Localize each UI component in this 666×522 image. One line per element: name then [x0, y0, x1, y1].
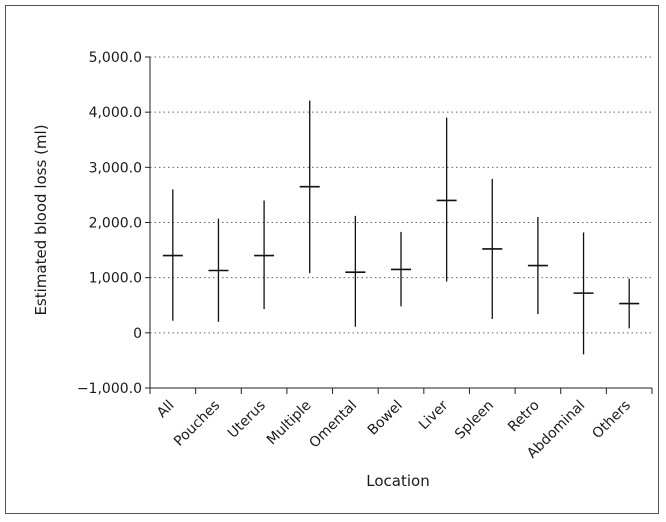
- x-tick-label: Uterus: [225, 398, 269, 442]
- y-tick-label: 2,000.0: [89, 216, 142, 232]
- y-tick-label: 5,000.0: [89, 50, 142, 66]
- x-tick-label: All: [154, 398, 178, 422]
- axes: [149, 57, 652, 389]
- x-tick-label: Liver: [416, 397, 452, 433]
- y-tick-label: 1,000.0: [89, 271, 142, 287]
- y-ticks: −1,000.0 0 1,000.0 2,000.0 3,000.0 4,000.0 5,0…: [77, 50, 150, 397]
- x-tick-label: Omental: [306, 398, 360, 452]
- y-tick-label: 3,000.0: [89, 160, 142, 176]
- error-bars: [162, 100, 640, 355]
- x-tick-label: Bowel: [365, 398, 406, 439]
- y-tick-label: 4,000.0: [89, 105, 142, 121]
- chart-frame: [5, 5, 659, 514]
- x-tick-label: Others: [589, 398, 634, 443]
- x-tick-label: Pouches: [171, 398, 223, 450]
- y-axis-title: Estimated blood loss (ml): [32, 124, 50, 315]
- x-tick-label: Spleen: [452, 398, 497, 443]
- x-axis-title: Location: [366, 472, 429, 490]
- x-tick-label: Retro: [505, 398, 543, 436]
- y-tick-label: −1,000.0: [77, 381, 142, 397]
- y-tick-label: 0: [133, 326, 142, 342]
